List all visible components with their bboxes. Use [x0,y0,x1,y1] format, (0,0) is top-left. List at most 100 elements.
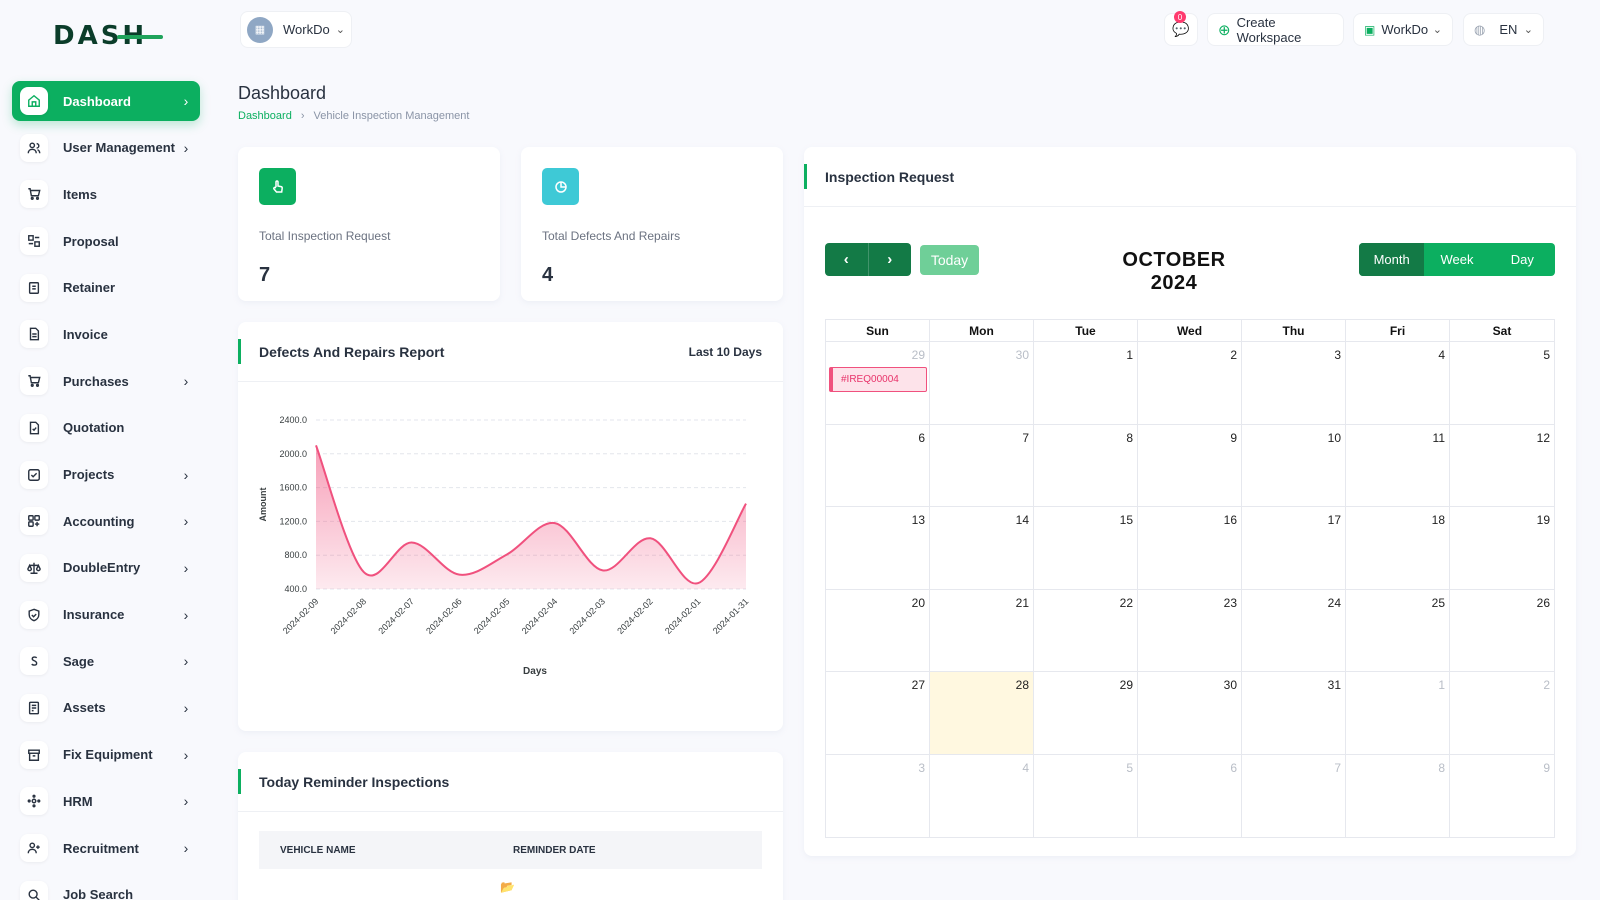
sidebar-item-hrm[interactable]: HRM › [12,781,200,821]
brand-logo[interactable]: DASH [53,19,163,53]
language-switcher[interactable]: ◍ EN ⌄ [1463,13,1544,46]
sidebar-item-insurance[interactable]: Insurance › [12,595,200,635]
calendar-day-cell[interactable]: 31 [1242,672,1346,754]
archive-icon [20,740,48,769]
calendar-day-cell[interactable]: 4 [1346,342,1450,424]
sidebar-item-retainer[interactable]: Retainer [12,268,200,308]
calendar-day-cell[interactable]: 6 [1138,754,1242,837]
sidebar-item-recruitment[interactable]: Recruitment › [12,828,200,868]
day-number: 22 [1119,595,1133,610]
calendar-day-cell[interactable]: 28 [930,672,1034,754]
sidebar-item-job-search[interactable]: Job Search [12,875,200,900]
view-week-button[interactable]: Week [1440,252,1474,267]
y-tick-label: 800.0 [284,550,307,560]
day-number: 18 [1431,513,1445,527]
calendar-day-cell[interactable]: 1 [1034,342,1138,424]
sidebar-item-fix-equipment[interactable]: Fix Equipment › [12,735,200,775]
sidebar-nav: Dashboard › User Management › Items Proposal R… [12,81,200,900]
card-title: Defects And Repairs Report [259,343,445,360]
chevron-right-icon: › [183,373,189,390]
chat-button[interactable]: 💬 0 [1164,11,1198,46]
calendar-day-cell[interactable]: 5 [1450,342,1554,424]
sidebar-item-quotation[interactable]: Quotation [12,408,200,448]
calendar-day-cell[interactable]: 9 [1450,755,1554,838]
calendar-day-cell[interactable]: 21 [930,589,1034,671]
calendar-day-cell[interactable]: 9 [1138,424,1242,506]
company-switcher[interactable]: ▣ WorkDo ⌄ [1353,13,1453,46]
calendar-day-cell[interactable]: 1 [1346,672,1450,754]
calendar-day-cell[interactable]: 8 [1034,424,1138,506]
calendar-day-cell[interactable]: 7 [1242,754,1346,837]
calendar-day-cell[interactable]: 18 [1346,507,1450,589]
view-month-button[interactable]: Month [1359,243,1425,276]
calendar-day-cell[interactable]: 24 [1242,589,1346,671]
calendar-day-cell[interactable]: 15 [1034,507,1138,589]
calendar-day-cell[interactable]: 3 [826,754,930,837]
calendar-day-cell[interactable]: 27 [826,672,930,754]
sidebar-item-items[interactable]: Items [12,174,200,214]
accounting-icon [20,507,48,536]
create-workspace-button[interactable]: ⊕ Create Workspace [1207,13,1344,46]
calendar-day-cell[interactable]: 29 [1034,672,1138,754]
stat-card-defects-repairs: Total Defects And Repairs 4 [521,147,783,301]
calendar-day-cell[interactable]: 26 [1450,590,1554,672]
calendar-day-cell[interactable]: 25 [1346,589,1450,671]
view-day-button[interactable]: Day [1510,252,1534,267]
calendar-day-cell[interactable]: 30 [930,342,1034,424]
calendar-day-cell[interactable]: 5 [1034,754,1138,837]
calendar-day-cell[interactable]: 17 [1242,507,1346,589]
calendar-day-cell[interactable]: 7 [930,424,1034,506]
column-header[interactable]: VEHICLE NAME [280,844,356,856]
column-header[interactable]: REMINDER DATE [513,844,596,856]
sidebar-item-projects[interactable]: Projects › [12,455,200,495]
sidebar-item-accounting[interactable]: Accounting › [12,501,200,541]
calendar-day-cell[interactable]: 30 [1138,672,1242,754]
day-number: 13 [911,513,925,527]
sidebar-item-proposal[interactable]: Proposal [12,221,200,261]
card-header: Today Reminder Inspections [238,752,783,812]
sidebar-item-purchases[interactable]: Purchases › [12,361,200,401]
weekday-label: Wed [1138,320,1242,342]
proposal-icon [20,227,48,256]
calendar-day-cell[interactable]: 6 [826,424,930,506]
calendar-day-cell[interactable]: 12 [1450,425,1554,507]
weekday-label: Sat [1492,324,1512,338]
calendar-day-cell[interactable]: 14 [930,507,1034,589]
calendar-day-cell[interactable]: 2 [1138,342,1242,424]
workspace-switcher[interactable]: ▦ WorkDo ⌄ [240,11,352,48]
today-button[interactable]: Today [920,245,979,275]
day-number: 30 [1015,348,1029,362]
sidebar-item-invoice[interactable]: Invoice [12,314,200,354]
breadcrumb-dashboard-link[interactable]: Dashboard [238,110,292,122]
y-tick-label: 1200.0 [279,516,307,526]
next-month-button[interactable]: › [887,251,893,268]
sidebar-item-assets[interactable]: Assets › [12,688,200,728]
sidebar-item-doubleentry[interactable]: DoubleEntry › [12,548,200,588]
calendar-day-cell[interactable]: 23 [1138,589,1242,671]
sidebar-item-user-management[interactable]: User Management › [12,128,200,168]
range-label[interactable]: Last 10 Days [688,344,762,359]
calendar-day-cell[interactable]: 4 [930,754,1034,837]
day-number: 30 [1223,678,1237,692]
prev-month-button[interactable]: ‹ [825,243,869,276]
sidebar-item-label: Purchases [63,373,129,389]
calendar-day-cell[interactable]: 19 [1450,507,1554,589]
calendar-day-cell[interactable]: 3 [1242,342,1346,424]
sidebar-item-dashboard[interactable]: Dashboard › [12,81,200,121]
calendar-day-cell[interactable]: 8 [1346,754,1450,837]
calendar-day-cell[interactable]: 11 [1346,424,1450,506]
calendar-day-cell[interactable]: 2 [1450,672,1554,754]
calendar-event[interactable]: #IREQ00004 [829,367,927,392]
calendar-day-cell[interactable]: 16 [1138,507,1242,589]
calendar-day-cell[interactable]: 10 [1242,424,1346,506]
sidebar-item-sage[interactable]: Sage › [12,641,200,681]
calendar-day-cell[interactable]: 20 [826,589,930,671]
day-number: 3 [918,760,925,775]
calendar-day-cell[interactable]: 13 [826,507,930,589]
day-number: 29 [1119,678,1133,692]
calendar-day-cell[interactable]: 22 [1034,589,1138,671]
chevron-right-icon: › [183,653,189,670]
chevron-right-icon: › [183,746,189,763]
day-number: 9 [1543,760,1550,775]
calendar-day-cell[interactable]: 29 #IREQ00004 [826,342,930,424]
